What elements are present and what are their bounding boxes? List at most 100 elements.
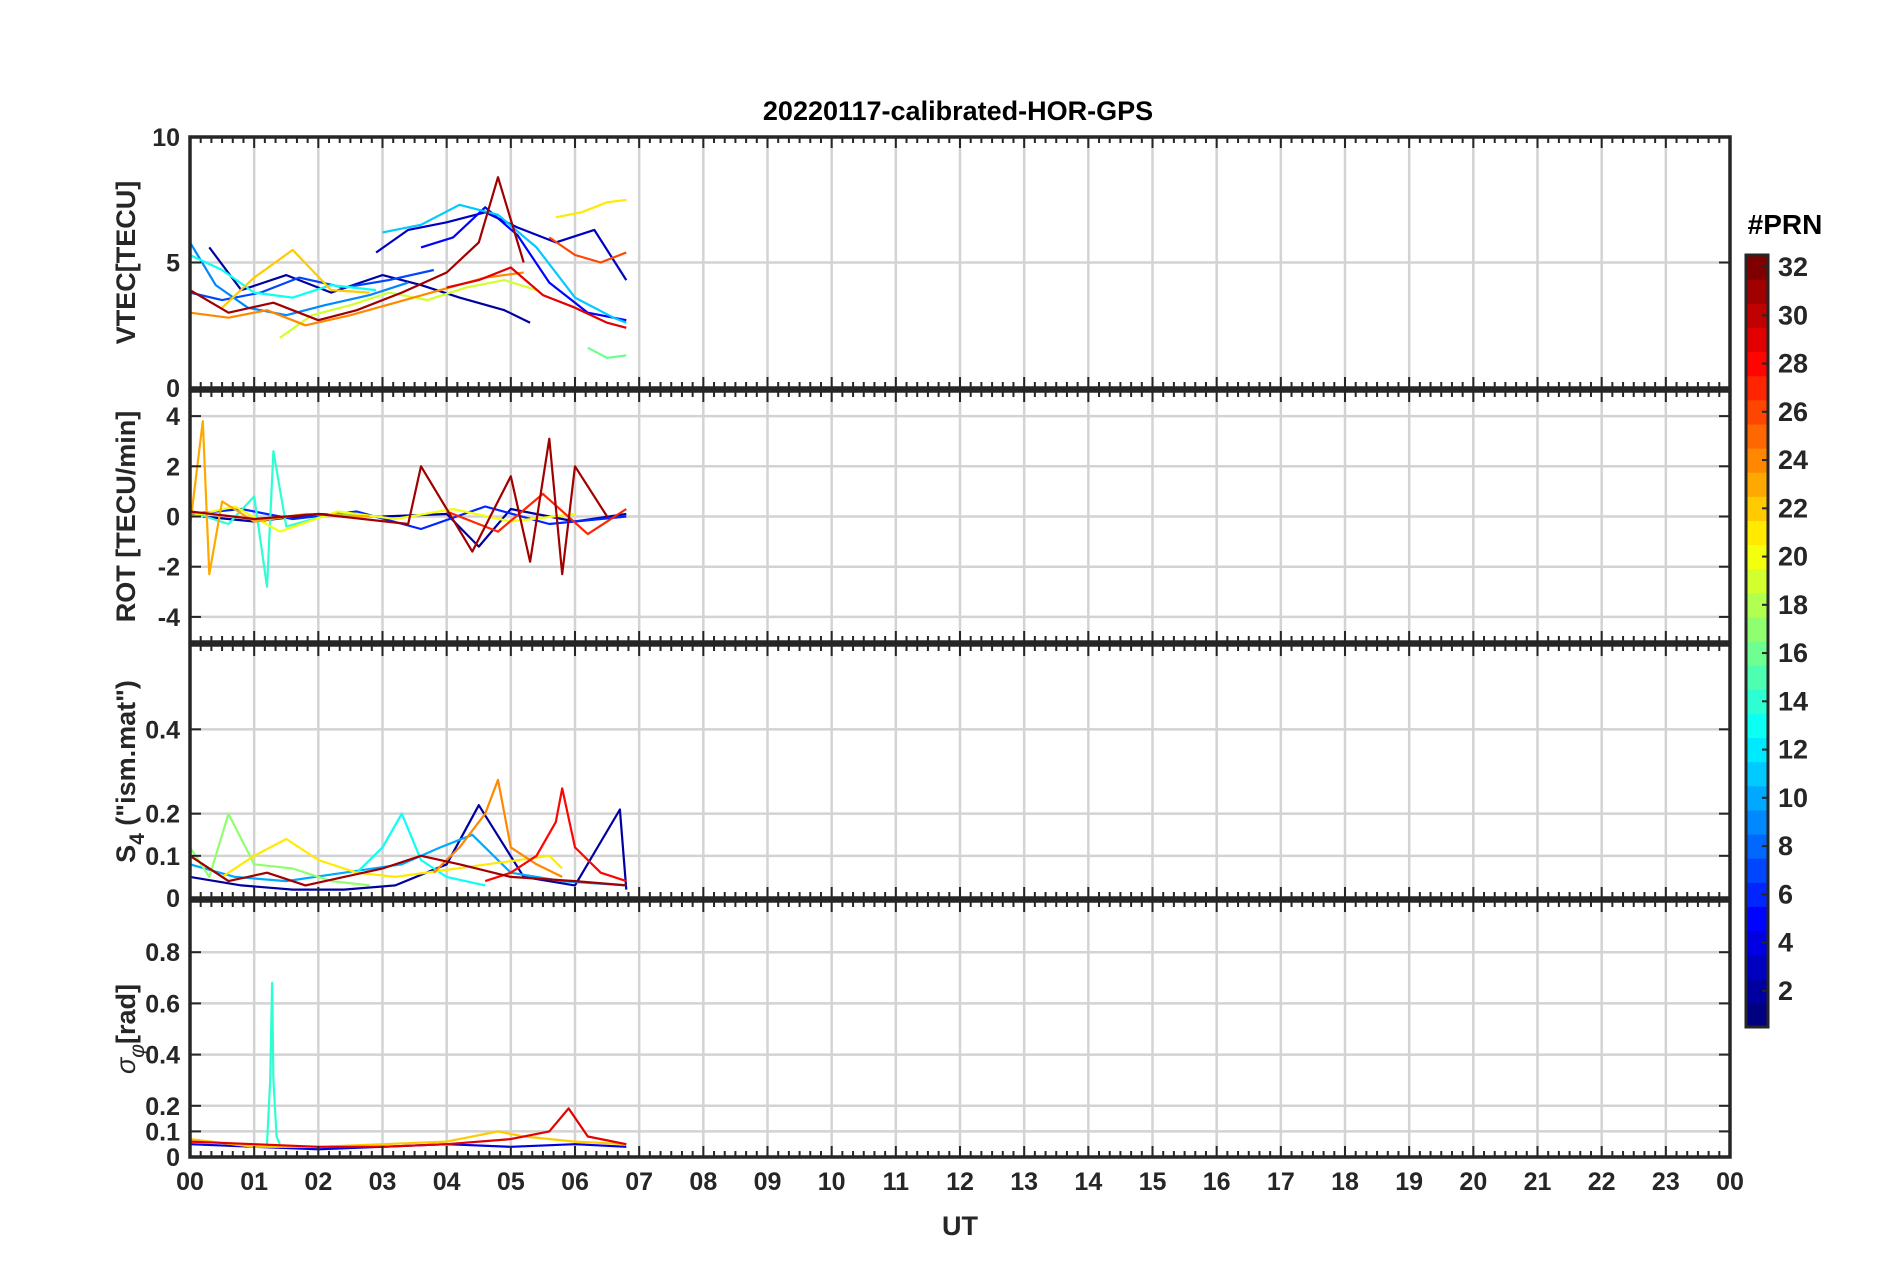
series-line-prn-11 [382,203,627,324]
colorbar-tick-label: 16 [1778,638,1808,668]
panel-s4: 0 0.1 0.2 0.4S4 ("ism.mat") [111,643,1732,913]
colorbar-tick-label: 8 [1778,831,1793,861]
y-tick-label: 4 [166,403,180,431]
series-line-prn-13 [356,812,486,887]
colorbar-swatch [1746,423,1768,449]
panel-rot: -4 -2 0 2 4 ROT [TECU/min] [111,389,1732,644]
colorbar-swatch [1746,568,1768,594]
series-line-prn-14 [265,981,281,1145]
x-tick-label: 23 [1652,1168,1680,1196]
series-line-prn-21 [221,837,563,879]
colorbar-swatch [1746,520,1768,546]
colorbar-swatch [1746,351,1768,377]
colorbar-swatch [1746,641,1768,666]
series-line-prn-9 [190,241,409,317]
x-tick-label: 13 [1010,1168,1038,1196]
series-line-prn-19 [279,279,537,339]
colorbar-swatch [1746,279,1768,304]
x-tick-label: 17 [1267,1168,1295,1196]
colorbar-swatch [1746,616,1768,642]
colorbar-swatch [1746,761,1768,787]
y-axis-label: S4 ("ism.mat") [111,680,149,863]
colorbar-tick-label: 20 [1778,542,1808,572]
colorbar-swatch [1746,375,1768,401]
colorbar-swatch [1746,954,1768,980]
colorbar-tick-label: 10 [1778,783,1808,813]
series-line-prn-13 [190,254,377,299]
colorbar-tick-label: 18 [1778,590,1808,620]
colorbar-swatch [1746,496,1768,521]
series-line-prn-24 [433,778,563,878]
series-line-prn-16 [587,346,627,359]
series-line-prn-2 [208,246,531,324]
x-tick-label: 10 [818,1168,846,1196]
y-tick-label: -4 [158,604,180,632]
colorbar-tick-label: 4 [1778,928,1793,958]
colorbar-swatch [1746,713,1768,739]
series-line-prn-22 [221,248,370,309]
series-line-prn-17 [190,812,370,887]
y-tick-label: 0.2 [145,801,180,829]
colorbar-tick-label: 28 [1778,349,1808,379]
x-tick-label: 05 [497,1168,525,1196]
y-tick-label: 0.1 [145,1118,180,1146]
y-tick-label: 10 [152,124,180,152]
series-line-prn-26 [548,236,627,264]
x-tick-label: 16 [1203,1168,1231,1196]
colorbar-swatch [1746,592,1768,618]
series-group [190,420,627,588]
x-tick-label: 19 [1395,1168,1423,1196]
series-group [190,981,627,1151]
series-line-prn-29 [446,266,627,329]
colorbar-swatch [1746,978,1768,1004]
y-tick-label: 0.8 [145,939,180,967]
colorbar-swatch [1746,544,1768,570]
x-tick-label: 11 [883,1168,910,1196]
x-tick-label: 20 [1459,1168,1487,1196]
x-tick-label: 21 [1524,1168,1552,1196]
y-tick-label: 0 [166,1144,180,1172]
x-tick-label: 00 [176,1168,204,1196]
colorbar-swatch [1746,858,1768,883]
series-group [190,176,628,359]
colorbar-tick-label: 26 [1778,397,1808,427]
y-tick-label: 0.2 [145,1093,180,1121]
series-line-prn-29 [190,1107,627,1148]
colorbar-swatch [1746,448,1768,473]
series-line-prn-2 [190,804,628,891]
colorbar-swatch [1746,327,1768,353]
y-axis-label: ROT [TECU/min] [111,411,141,622]
x-tick-label: 18 [1331,1168,1359,1196]
y-tick-label: 2 [166,453,180,481]
colorbar-tick-label: 32 [1778,252,1808,282]
series-line-prn-31 [190,176,525,322]
series-line-prn-31 [190,854,627,887]
colorbar-swatch [1746,834,1768,859]
colorbar-swatch [1746,809,1768,835]
y-tick-label: 0 [166,504,180,532]
series-line-prn-27 [446,492,627,536]
colorbar-swatch [1746,882,1768,907]
colorbar-frame [1744,253,1770,1029]
colorbar-tick-label: 30 [1778,300,1808,330]
x-tick-label: 04 [433,1168,461,1196]
x-tick-label: 02 [304,1168,332,1196]
colorbar-swatch [1746,930,1768,956]
colorbar-swatch [1746,1002,1768,1028]
colorbar-tick-label: 14 [1778,686,1808,716]
y-tick-label: 0.4 [145,716,180,744]
colorbar-swatch [1746,737,1768,763]
y-tick-label: 5 [166,250,180,278]
chart-title: 20220117-calibrated-HOR-GPS [763,96,1153,126]
colorbar-tick-label: 6 [1778,879,1793,909]
series-line-prn-22 [190,1130,627,1148]
y-tick-label: 0.4 [145,1042,180,1070]
colorbar-swatch [1746,785,1768,811]
series-line-prn-31 [190,437,609,576]
colorbar-tick-label: 24 [1778,445,1808,475]
y-tick-label: -2 [158,554,180,582]
panel-sigma_phi: 00.10.2 0.4 0.6 0.8 σφ[rad] 00 01 02 03 04 05 06 07 0… [111,899,1744,1241]
